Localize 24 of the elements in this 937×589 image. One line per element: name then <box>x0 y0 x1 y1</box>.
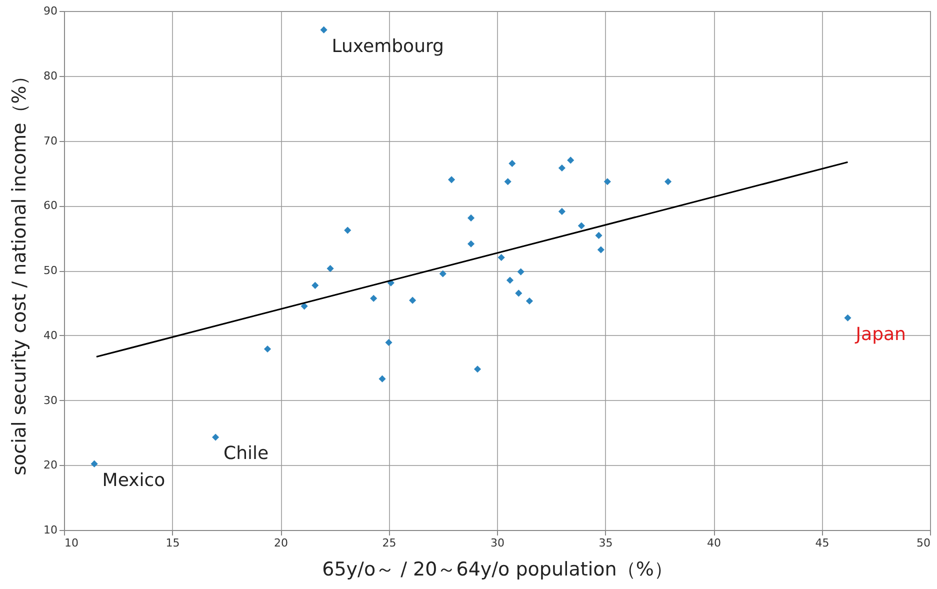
x-tick-label: 30 <box>490 536 504 550</box>
annotation: Luxembourg <box>332 36 444 57</box>
x-tick-label: 40 <box>707 536 721 550</box>
y-tick-label: 20 <box>44 458 58 472</box>
x-tick-label: 10 <box>64 536 78 550</box>
x-tick-label: 45 <box>815 536 830 550</box>
annotation: Mexico <box>102 470 166 491</box>
x-tick-label: 20 <box>274 536 288 550</box>
y-tick-label: 50 <box>44 264 58 277</box>
x-tick-label: 35 <box>598 536 613 550</box>
y-tick-label: 60 <box>44 199 58 212</box>
y-tick-label: 80 <box>44 69 58 82</box>
y-tick-label: 90 <box>44 4 58 18</box>
x-tick-label: 50 <box>916 536 930 550</box>
x-axis-title: 65y/o～ / 20～64y/o population（%） <box>322 558 673 580</box>
y-tick-label: 70 <box>44 134 58 148</box>
y-tick-label: 30 <box>44 394 58 407</box>
y-tick-label: 40 <box>44 328 58 342</box>
y-axis-title: social security cost / national income（%） <box>8 66 31 476</box>
y-tick-label: 10 <box>44 524 58 536</box>
x-tick-label: 15 <box>166 536 180 550</box>
annotation: Japan <box>854 324 906 345</box>
annotation: Chile <box>224 443 269 464</box>
x-tick-label: 25 <box>382 536 396 550</box>
